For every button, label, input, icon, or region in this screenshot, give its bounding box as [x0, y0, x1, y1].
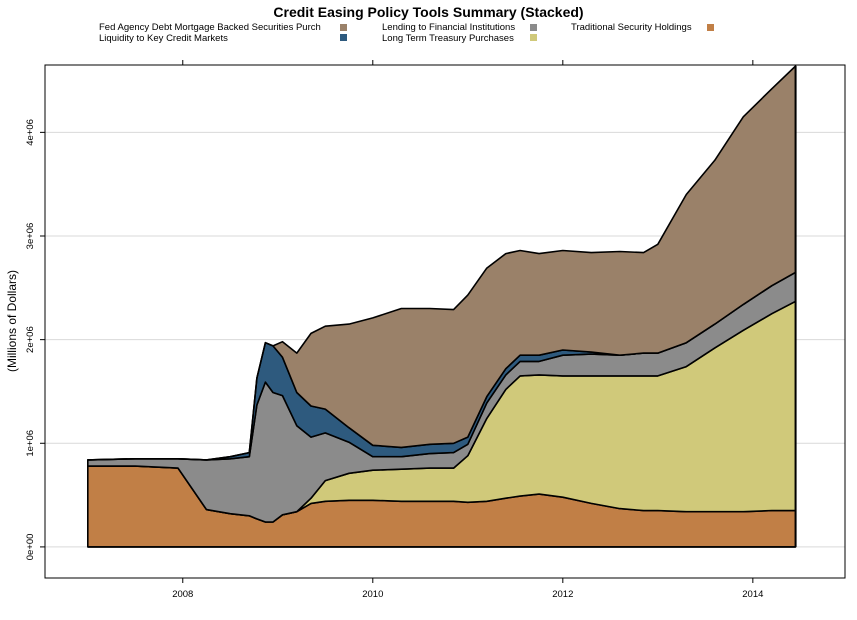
x-tick-label-2008: 2008	[172, 589, 193, 600]
axes: 2008 2010 2012 2014 0e+00 1e+06 2e+06 3e+06 4e+0…	[25, 60, 846, 600]
legend-label-traditional: Traditional Security Holdings	[571, 22, 692, 33]
y-tick-label-4: 4e+06	[25, 119, 36, 146]
x-tick-label-2010: 2010	[362, 589, 383, 600]
legend-swatch-mbs	[340, 24, 347, 31]
legend-label-liquidity: Liquidity to Key Credit Markets	[99, 33, 228, 44]
legend-label-mbs: Fed Agency Debt Mortgage Backed Securiti…	[99, 22, 321, 33]
legend-label-treasury: Long Term Treasury Purchases	[382, 33, 514, 44]
legend-label-lending: Lending to Financial Institutions	[382, 22, 516, 33]
chart-title: Credit Easing Policy Tools Summary (Stac…	[273, 4, 584, 20]
legend-swatch-liquidity	[340, 34, 347, 41]
legend-swatch-treasury	[530, 34, 537, 41]
y-tick-label-1: 1e+06	[25, 430, 36, 457]
y-tick-label-0: 0e+00	[25, 534, 36, 561]
y-tick-label-3: 3e+06	[25, 223, 36, 250]
legend-swatch-lending	[530, 24, 537, 31]
plot-frame	[44, 64, 846, 579]
x-tick-label-2012: 2012	[552, 589, 573, 600]
legend-swatch-traditional	[707, 24, 714, 31]
y-tick-label-2: 2e+06	[25, 326, 36, 353]
x-tick-label-2014: 2014	[742, 589, 763, 600]
area-series-group	[87, 65, 797, 548]
